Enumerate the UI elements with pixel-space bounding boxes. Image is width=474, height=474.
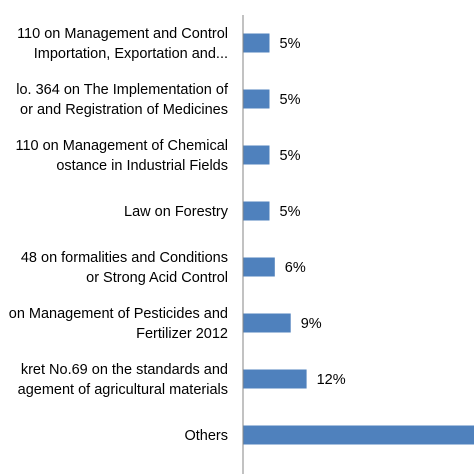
bar-value-label: 9% (301, 316, 322, 332)
bar-value-label: 12% (317, 372, 346, 388)
bar-value-label: 6% (285, 260, 306, 276)
bar-value-label: 5% (280, 204, 301, 220)
bars (243, 33, 474, 445)
category-label-line: 48 on formalities and Conditions (21, 250, 228, 266)
category-label-line: ostance in Industrial Fields (56, 158, 228, 174)
bar (243, 89, 270, 109)
bar (243, 257, 275, 277)
category-label: kret No.69 on the standards and agement o… (18, 362, 228, 398)
bar (243, 201, 270, 221)
category-label: 48 on formalities and Conditions or Stron… (21, 250, 228, 286)
category-label-line: on Management of Pesticides and (9, 306, 228, 322)
bar (243, 369, 307, 389)
bar (243, 33, 270, 53)
category-label-line: Fertilizer 2012 (136, 326, 228, 342)
category-label: Law on Forestry (124, 204, 229, 220)
category-label-line: lo. 364 on The Implementation of (16, 82, 229, 98)
bar-value-label: 5% (280, 148, 301, 164)
category-label-line: Others (184, 428, 228, 444)
category-label-line: or and Registration of Medicines (20, 102, 228, 118)
category-label-line: Importation, Exportation and... (34, 46, 228, 62)
data-labels: 5% 5% 5% 5% 6% 9% 12% (280, 36, 346, 388)
category-label: lo. 364 on The Implementation of or and R… (16, 82, 229, 118)
bar-value-label: 5% (280, 36, 301, 52)
category-label-line: Law on Forestry (124, 204, 229, 220)
category-label-line: kret No.69 on the standards and (21, 362, 228, 378)
category-label: 110 on Management of Chemical ostance in … (15, 138, 228, 174)
category-label-line: agement of agricultural materials (18, 382, 228, 398)
category-label: 110 on Management and Control Importation… (17, 26, 228, 62)
bar-value-label: 5% (280, 92, 301, 108)
category-label-line: 110 on Management of Chemical (15, 138, 228, 154)
bar (243, 425, 474, 445)
category-labels: 110 on Management and Control Importation… (9, 26, 229, 444)
bar (243, 313, 291, 333)
category-label-line: 110 on Management and Control (17, 26, 228, 42)
category-label: Others (184, 428, 228, 444)
bar (243, 145, 270, 165)
category-label-line: or Strong Acid Control (86, 270, 228, 286)
category-label: on Management of Pesticides and Fertilize… (9, 306, 228, 342)
